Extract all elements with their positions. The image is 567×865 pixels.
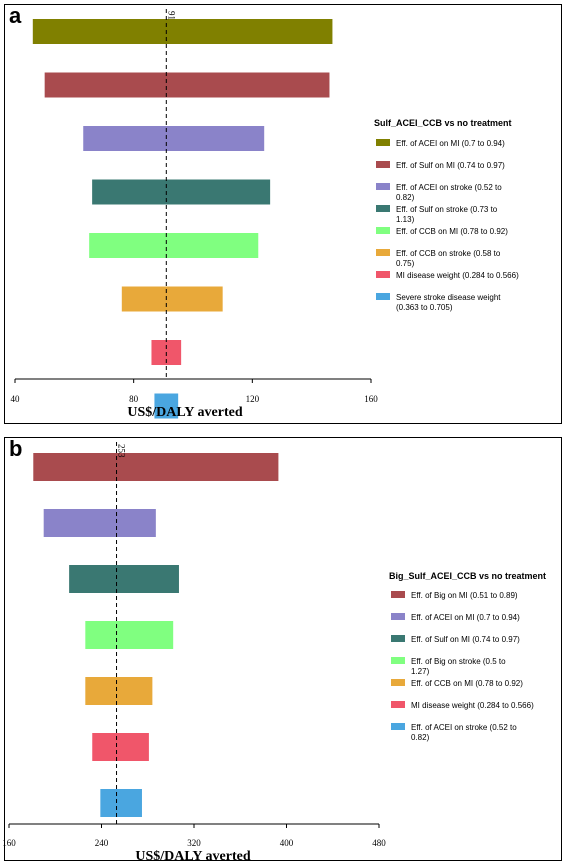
- legend-label: Eff. of ACEI on stroke (0.52 to 0.82): [411, 723, 517, 742]
- legend-label: Eff. of CCB on MI (0.78 to 0.92): [411, 679, 523, 688]
- legend-swatch: [376, 183, 390, 190]
- panel-label: a: [9, 3, 22, 28]
- legend-label: Eff. of Big on MI (0.51 to 0.89): [411, 591, 518, 600]
- reference-value-label: 91: [166, 11, 176, 20]
- chart-panel-a: a 91 40 80 120 160 US$/DALY averted Sulf_ACEI_…: [4, 3, 562, 424]
- x-tick-label: 80: [129, 394, 139, 404]
- x-axis-title: US$/DALY averted: [127, 405, 242, 420]
- legend-label: Eff. of ACEI on MI (0.7 to 0.94): [411, 613, 520, 622]
- legend-swatch: [376, 271, 390, 278]
- reference-value-label: 253: [117, 444, 127, 458]
- legend-label: MI disease weight (0.284 to 0.566): [411, 701, 534, 710]
- x-tick-label: 240: [95, 838, 109, 848]
- chart-panel-b: b 253 160 240 320 400 480 US$/DALY averted Big_…: [2, 436, 562, 864]
- legend-swatch: [376, 249, 390, 256]
- tornado-bar: [92, 733, 149, 761]
- legend-swatch: [391, 723, 405, 730]
- tornado-bar: [33, 453, 279, 481]
- legend-label: Eff. of CCB on stroke (0.58 to 0.75): [396, 249, 501, 268]
- legend-swatch: [376, 139, 390, 146]
- legend-swatch: [391, 613, 405, 620]
- legend-swatch: [391, 657, 405, 664]
- legend-swatch: [391, 591, 405, 598]
- x-tick-label: 40: [11, 394, 21, 404]
- tornado-bar: [44, 72, 330, 98]
- x-tick-label: 400: [280, 838, 294, 848]
- legend-label: Eff. of Sulf on stroke (0.73 to 1.13): [396, 205, 498, 224]
- tornado-chart-svg: 91 40 80 120 160 US$/DALY averted Sulf_ACEI_CC…: [11, 9, 519, 420]
- x-tick-label: 160: [2, 838, 16, 848]
- x-tick-label: 120: [246, 394, 260, 404]
- x-tick-label: 160: [364, 394, 378, 404]
- legend-swatch: [391, 635, 405, 642]
- tornado-chart-svg: 253 160 240 320 400 480 US$/DALY averted Big_Su…: [2, 442, 546, 864]
- legend-label: Eff. of CCB on MI (0.78 to 0.92): [396, 227, 508, 236]
- tornado-bar: [89, 233, 259, 258]
- tornado-bar: [154, 393, 179, 419]
- tornado-bar: [100, 789, 142, 817]
- legend-swatch: [376, 161, 390, 168]
- tornado-bar: [43, 509, 156, 537]
- tornado-bar: [121, 286, 223, 312]
- legend-swatch: [376, 293, 390, 300]
- legend-title: Sulf_ACEI_CCB vs no treatment: [374, 118, 512, 128]
- tornado-bar: [69, 565, 179, 593]
- tornado-bar: [32, 19, 333, 44]
- legend-title: Big_Sulf_ACEI_CCB vs no treatment: [389, 571, 546, 581]
- tornado-bar: [85, 621, 174, 649]
- x-tick-label: 320: [187, 838, 201, 848]
- legend-swatch: [391, 679, 405, 686]
- tornado-bar: [85, 677, 153, 705]
- x-tick-label: 480: [372, 838, 386, 848]
- legend-swatch: [376, 227, 390, 234]
- tornado-bar: [83, 126, 265, 151]
- legend-label: Eff. of ACEI on MI (0.7 to 0.94): [396, 139, 505, 148]
- legend-label: Eff. of Big on stroke (0.5 to 1.27): [411, 657, 506, 676]
- legend-swatch: [391, 701, 405, 708]
- panel-label: b: [9, 436, 23, 461]
- x-axis-title: US$/DALY averted: [135, 849, 250, 864]
- legend-label: Eff. of ACEI on stroke (0.52 to 0.82): [396, 183, 502, 202]
- legend-swatch: [376, 205, 390, 212]
- tornado-bar: [92, 179, 271, 205]
- legend-label: Severe stroke disease weight (0.363 to 0.…: [396, 293, 501, 312]
- legend-label: MI disease weight (0.284 to 0.566): [396, 271, 519, 280]
- legend-label: Eff. of Sulf on MI (0.74 to 0.97): [396, 161, 505, 170]
- legend-label: Eff. of Sulf on MI (0.74 to 0.97): [411, 635, 520, 644]
